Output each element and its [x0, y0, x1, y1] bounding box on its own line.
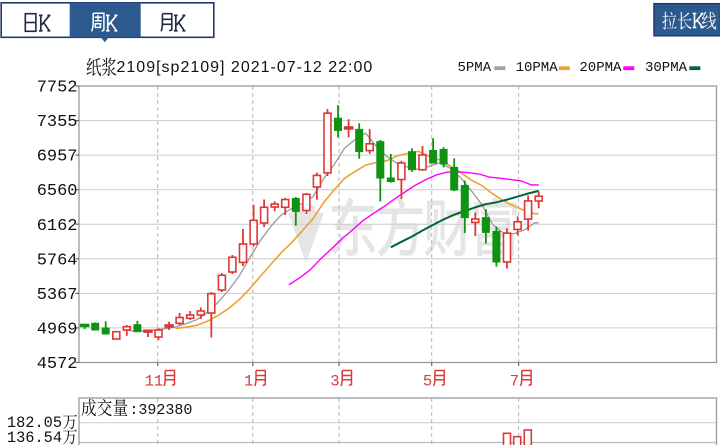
svg-text:182.05: 182.05 — [7, 414, 62, 432]
svg-text:7355: 7355 — [37, 113, 78, 132]
svg-text:5367: 5367 — [37, 286, 78, 305]
svg-text:20PMA: 20PMA — [579, 60, 622, 76]
svg-text:6957: 6957 — [37, 148, 78, 167]
svg-text:5764: 5764 — [37, 251, 78, 270]
svg-text:1: 1 — [244, 373, 253, 391]
svg-text:5: 5 — [423, 373, 432, 391]
svg-text:7: 7 — [510, 373, 519, 391]
svg-text:6162: 6162 — [37, 217, 78, 236]
svg-text:7752: 7752 — [37, 79, 78, 98]
svg-text:3: 3 — [330, 373, 339, 391]
svg-text:10PMA: 10PMA — [516, 60, 559, 76]
svg-text:136.54: 136.54 — [7, 429, 62, 445]
svg-text:4572: 4572 — [37, 355, 78, 374]
svg-text:11: 11 — [145, 373, 164, 391]
svg-text:2109[sp2109] 2021-07-12 22:00: 2109[sp2109] 2021-07-12 22:00 — [117, 59, 374, 76]
svg-text::392380: :392380 — [129, 402, 192, 419]
svg-text:4969: 4969 — [37, 320, 78, 339]
svg-text:5PMA: 5PMA — [458, 60, 492, 76]
svg-text:30PMA: 30PMA — [645, 60, 688, 76]
svg-text:6560: 6560 — [37, 182, 78, 201]
